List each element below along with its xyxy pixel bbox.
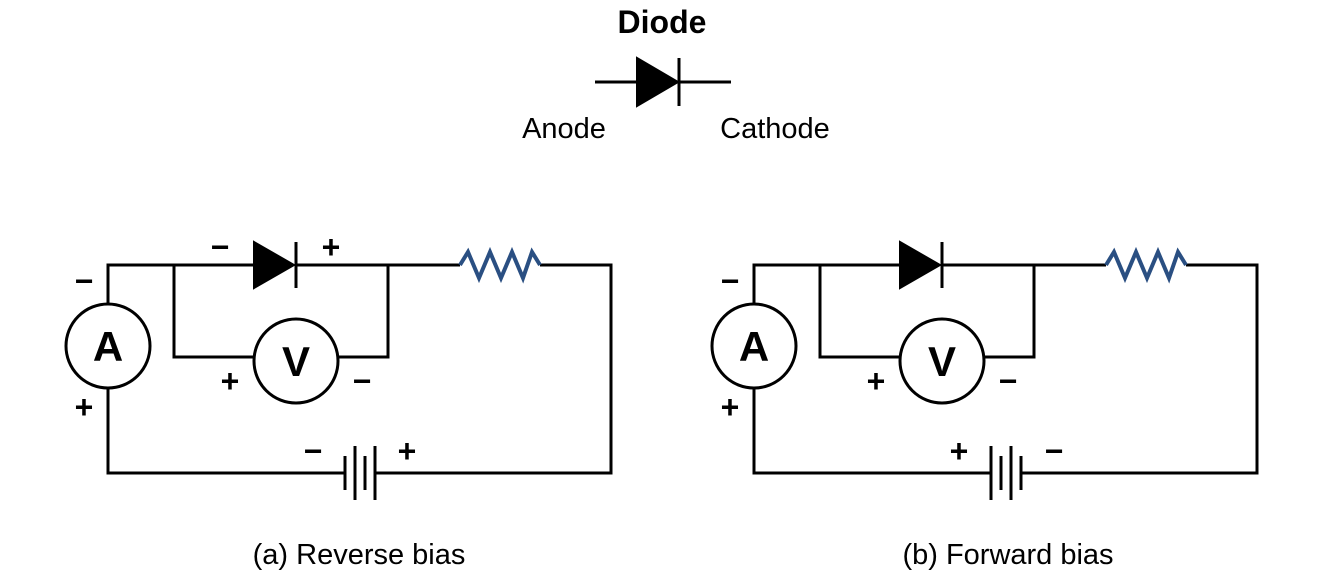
wire-b-vm-left <box>818 265 900 359</box>
legend-diode-icon <box>636 56 680 108</box>
sign-a-diode-left: − <box>211 229 230 265</box>
ammeter-a-icon <box>64 302 152 390</box>
wire-a-vm-right <box>338 265 390 359</box>
caption-reverse-bias: (a) Reverse bias <box>253 539 466 571</box>
resistor-a-icon <box>458 246 542 284</box>
wire-b-vm-right <box>984 265 1036 359</box>
sign-a-voltmeter-left: + <box>221 363 240 399</box>
wire-a-vm-left <box>172 265 254 359</box>
wire-b-top-left <box>752 263 900 305</box>
ammeter-b-icon <box>710 302 798 390</box>
sign-a-battery-left: − <box>304 433 323 469</box>
sign-b-ammeter-top: − <box>721 263 740 299</box>
diode-b-icon <box>899 240 943 290</box>
cathode-label: Cathode <box>720 113 830 145</box>
sign-a-ammeter-top: − <box>75 263 94 299</box>
voltmeter-a-letter: V <box>282 338 310 385</box>
ammeter-b-letter: A <box>739 323 769 370</box>
sign-a-ammeter-bottom: + <box>75 389 94 425</box>
wire-a-right <box>375 263 613 475</box>
circuit-reverse-bias: A V − + − + + − − + (a) Reverse bias <box>64 229 613 571</box>
sign-b-battery-left: + <box>950 433 969 469</box>
wire-b-right <box>1021 263 1259 475</box>
voltmeter-b-letter: V <box>928 338 956 385</box>
anode-label: Anode <box>522 113 606 145</box>
voltmeter-a-icon <box>252 317 340 405</box>
sign-b-ammeter-bottom: + <box>721 389 740 425</box>
sign-b-voltmeter-left: + <box>867 363 886 399</box>
sign-a-diode-right: + <box>322 229 341 265</box>
sign-b-voltmeter-right: − <box>999 363 1018 399</box>
diode-legend: Diode Anode Cathode <box>522 4 830 145</box>
resistor-b-icon <box>1104 246 1188 284</box>
wire-a-bottom <box>106 387 345 475</box>
wire-b-bottom <box>752 387 991 475</box>
circuit-forward-bias: A V − + + − + − (b) Forward bias <box>710 240 1259 571</box>
sign-b-battery-right: − <box>1045 433 1064 469</box>
sign-a-voltmeter-right: − <box>353 363 372 399</box>
sign-a-battery-right: + <box>398 433 417 469</box>
ammeter-a-letter: A <box>93 323 123 370</box>
wire-a-top-left <box>106 263 254 305</box>
voltmeter-b-icon <box>898 317 986 405</box>
legend-title: Diode <box>618 4 707 40</box>
diode-a-icon <box>253 240 297 290</box>
caption-forward-bias: (b) Forward bias <box>902 539 1113 571</box>
